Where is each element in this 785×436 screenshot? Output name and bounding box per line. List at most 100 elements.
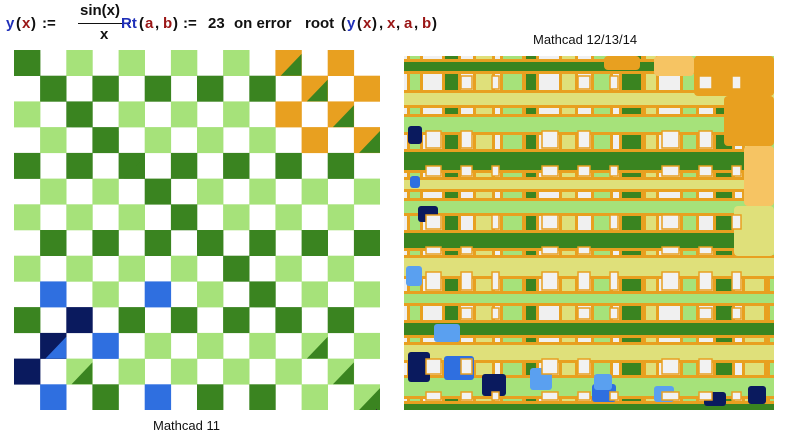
plot-cell [698, 307, 713, 320]
plot-tile [144, 75, 172, 102]
root-arg-a: a [404, 15, 413, 32]
tile-accent [332, 105, 354, 128]
plot-cell [698, 75, 713, 90]
plot-tile [275, 152, 302, 179]
plot-cell [661, 214, 680, 230]
plot-tile [275, 358, 302, 385]
plot-tile [353, 178, 380, 205]
horizontal-band [404, 323, 774, 335]
plot-tile [197, 178, 224, 205]
plot-cell [460, 391, 473, 401]
tile-accent [254, 285, 276, 308]
checkerboard-plot [14, 50, 380, 410]
plot-cell [577, 130, 591, 149]
y-function-name: y [6, 15, 15, 32]
paren-open: ( [341, 15, 346, 32]
fraction-denominator: x [100, 26, 109, 43]
definition-operator: := [42, 15, 56, 32]
plot-cell [425, 130, 442, 149]
plot-cell [491, 214, 500, 230]
plot-tile [14, 358, 41, 385]
plot-tile [118, 101, 145, 128]
plot-cell [541, 165, 559, 177]
plot-cell [731, 307, 742, 320]
plot-cell [425, 165, 442, 177]
plot-tile [66, 204, 93, 231]
horizontal-band [404, 404, 774, 410]
plot-tile [327, 307, 355, 334]
plot-tile [170, 307, 198, 334]
tile-accent [71, 105, 93, 128]
plot-tile [275, 101, 302, 128]
plot-tile [275, 204, 302, 231]
plot-cell [425, 271, 442, 291]
plot-tile [249, 178, 276, 205]
plot-cell [609, 271, 619, 291]
plot-tile [14, 152, 41, 179]
plot-tile [144, 281, 172, 308]
contour-blob-blue [482, 374, 506, 396]
comma: , [414, 15, 419, 32]
plot-cell [661, 358, 680, 375]
plot-cell [731, 214, 742, 230]
plot-cell [577, 271, 591, 291]
plot-cell [491, 271, 500, 291]
caption-right: Mathcad 12/13/14 [533, 32, 638, 47]
tile-accent [280, 311, 302, 333]
plot-tile [249, 75, 276, 102]
plot-cell [698, 130, 713, 149]
plot-tile [353, 332, 380, 359]
plot-cell [731, 75, 742, 90]
plot-cell [577, 358, 591, 375]
plot-cell [541, 358, 559, 375]
plot-cell [425, 246, 442, 255]
plot-tile [197, 75, 224, 102]
plot-cell [577, 246, 591, 255]
plot-cell [609, 391, 619, 401]
comma: , [155, 15, 160, 32]
plot-tile [40, 281, 67, 308]
plot-tile [223, 307, 250, 334]
plot-tile [14, 204, 41, 231]
plot-tile [144, 127, 172, 154]
plot-tile [144, 332, 172, 359]
tile-accent [306, 79, 328, 102]
rt-arg-b: b [163, 15, 173, 32]
caption-left: Mathcad 11 [153, 418, 220, 433]
tile-accent [176, 208, 197, 230]
plot-cell [609, 307, 619, 320]
root-arg-b: b [422, 15, 432, 32]
plot-tile [301, 281, 328, 308]
plot-tile [170, 358, 198, 385]
plot-tile [14, 101, 41, 128]
paren-close: ) [372, 15, 377, 32]
plot-tile [170, 152, 198, 179]
plot-cell [577, 165, 591, 177]
grid-contour-plot [404, 56, 774, 410]
plot-cell [541, 246, 559, 255]
comma: , [379, 15, 384, 32]
plot-tile [197, 127, 224, 154]
plot-cell [491, 391, 500, 401]
plot-cell [577, 307, 591, 320]
horizontal-band [404, 117, 774, 132]
plot-tile [66, 307, 93, 334]
plot-tile [301, 230, 328, 256]
horizontal-band [404, 180, 774, 189]
plot-tile [197, 281, 224, 308]
tile-accent [45, 336, 67, 359]
plot-tile [301, 384, 328, 410]
plot-cell [541, 214, 559, 230]
comma: , [396, 15, 401, 32]
plot-cell [577, 391, 591, 401]
horizontal-band [404, 294, 774, 303]
contour-blob-blue [594, 374, 612, 390]
tile-accent [332, 362, 354, 385]
plot-tile [197, 384, 224, 410]
plot-cell [609, 165, 619, 177]
plot-tile [170, 50, 198, 76]
horizontal-band [404, 93, 774, 105]
paren-close: ) [432, 15, 437, 32]
plot-tile [92, 178, 119, 205]
plot-cell [541, 271, 559, 291]
